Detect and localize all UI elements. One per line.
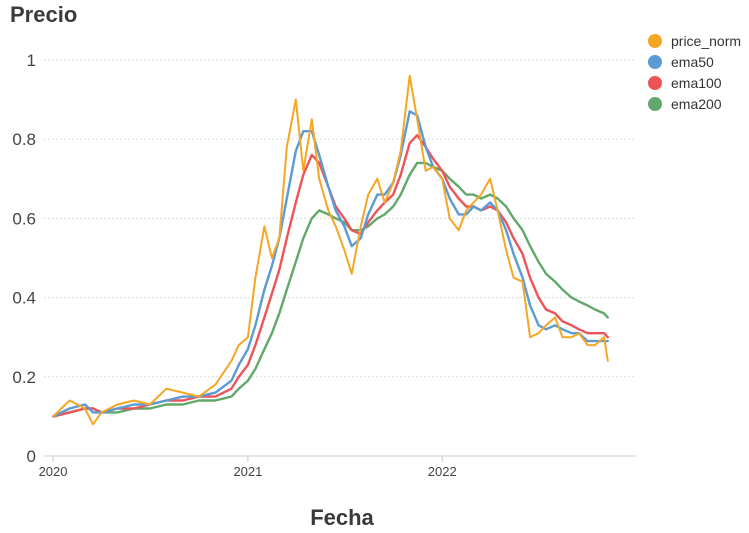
legend-label: ema100 [671, 74, 722, 91]
y-tick-label: 0.2 [12, 368, 36, 387]
y-axis-label: Precio [10, 2, 78, 27]
legend-marker-icon [648, 75, 662, 90]
legend-label: ema200 [671, 95, 722, 112]
y-tick-label: 1 [27, 51, 36, 70]
series-line-ema100 [51, 133, 609, 418]
y-tick-label: 0.6 [12, 209, 36, 228]
y-tick-labels: 0 0.2 0.4 0.6 0.8 1 [12, 51, 36, 466]
legend-label: ema50 [671, 53, 714, 70]
legend-item-ema200[interactable]: ema200 [648, 93, 741, 114]
x-axis-label: Fecha [310, 505, 374, 530]
x-tick-label: 2021 [233, 464, 262, 479]
x-tick-label: 2020 [39, 464, 68, 479]
legend-item-ema100[interactable]: ema100 [648, 72, 741, 93]
legend-marker-icon [648, 54, 662, 69]
x-ticks [52, 456, 443, 462]
x-tick-labels: 2020 2021 2022 [39, 464, 457, 479]
legend-item-price-norm[interactable]: price_norm [648, 30, 741, 51]
legend-item-ema50[interactable]: ema50 [648, 51, 741, 72]
y-tick-label: 0 [27, 447, 36, 466]
series-line-ema200 [51, 161, 609, 418]
series-line-price-norm [52, 74, 609, 426]
legend-label: price_norm [671, 32, 742, 49]
y-tick-label: 0.4 [12, 289, 36, 308]
x-tick-label: 2022 [428, 464, 457, 479]
legend: price_norm ema50 ema100 ema200 [648, 30, 741, 114]
y-tick-label: 0.8 [12, 130, 36, 149]
legend-marker-icon [648, 33, 662, 48]
series-lines [51, 74, 609, 426]
legend-marker-icon [648, 96, 662, 111]
